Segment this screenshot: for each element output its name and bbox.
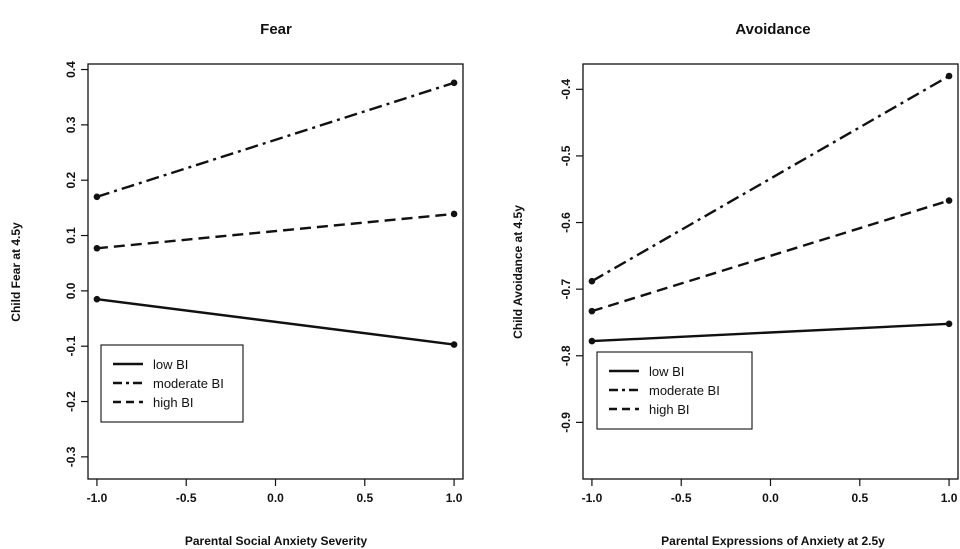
avoidance-y-axis-label: Child Avoidance at 4.5y [511, 205, 525, 339]
fear-x-tick-label: 0.0 [267, 491, 284, 505]
avoidance-y-ticks: -0.9 -0.8 -0.7 -0.6 -0.5 -0.4 [559, 79, 583, 433]
avoidance-x-axis-label: Parental Expressions of Anxiety at 2.5y [661, 534, 885, 548]
fear-legend-label-high-bi: high BI [153, 395, 193, 410]
fear-x-tick-label: 0.5 [356, 491, 373, 505]
avoidance-line-moderate-bi [591, 74, 950, 283]
avoidance-legend: low BI moderate BI high BI [596, 351, 753, 430]
fear-y-tick-label: 0.3 [64, 116, 78, 133]
avoidance-y-tick-label: -0.7 [559, 278, 573, 299]
avoidance-legend-label-moderate-bi: moderate BI [649, 383, 720, 398]
fear-legend-label-moderate-bi: moderate BI [153, 376, 224, 391]
avoidance-point-moderate-bi [945, 72, 953, 80]
avoidance-y-tick-label: -0.4 [559, 79, 573, 100]
avoidance-y-tick-label: -0.9 [559, 412, 573, 433]
avoidance-point-low-bi [945, 320, 953, 328]
fear-x-tick-label: -1.0 [87, 491, 108, 505]
fear-legend-box [100, 344, 244, 423]
avoidance-legend-label-high-bi: high BI [649, 402, 689, 417]
avoidance-point-low-bi [588, 337, 596, 345]
fear-y-tick-label: 0.4 [64, 61, 78, 78]
fear-point-low-bi [450, 341, 458, 348]
avoidance-chart-title: Avoidance [735, 21, 810, 38]
fear-point-moderate-bi [450, 79, 458, 87]
avoidance-legend-box [596, 351, 753, 430]
avoidance-y-tick-label: -0.8 [559, 345, 573, 366]
avoidance-point-high-bi [945, 197, 953, 204]
fear-y-tick-label: -0.1 [64, 336, 78, 357]
fear-legend-label-low-bi: low BI [153, 357, 188, 372]
avoidance-point-high-bi [588, 307, 596, 315]
fear-legend: low BI moderate BI high BI [100, 344, 244, 423]
avoidance-point-moderate-bi [588, 277, 596, 285]
avoidance-x-tick-label: 1.0 [941, 491, 958, 505]
avoidance-x-tick-label: -1.0 [582, 491, 603, 505]
fear-y-ticks: -0.3 -0.2 -0.1 0.0 0.1 0.2 0.3 0.4 [64, 61, 88, 467]
fear-y-tick-label: -0.3 [64, 446, 78, 467]
fear-point-moderate-bi [93, 193, 101, 201]
fear-line-low-bi [96, 297, 455, 346]
fear-x-axis-label: Parental Social Anxiety Severity [185, 534, 368, 548]
avoidance-x-tick-label: 0.5 [851, 491, 868, 505]
fear-x-tick-label: 1.0 [446, 491, 463, 505]
fear-x-tick-label: -0.5 [176, 491, 197, 505]
fear-y-tick-label: 0.0 [64, 282, 78, 299]
avoidance-x-tick-label: 0.0 [762, 491, 779, 505]
avoidance-chart-panel: Avoidance -1.0 -0.5 0.0 0.5 1.0 -0.9 -0.8 -0.7… [511, 21, 959, 548]
avoidance-y-tick-label: -0.6 [559, 212, 573, 233]
fear-line-high-bi [96, 212, 455, 250]
fear-chart-title: Fear [260, 21, 292, 38]
fear-point-high-bi [93, 244, 101, 252]
fear-y-tick-label: 0.2 [64, 172, 78, 189]
avoidance-legend-label-low-bi: low BI [649, 364, 684, 379]
fear-chart-panel: Fear -1.0 -0.5 0.0 0.5 1.0 -0.3 -0.2 -0.1 0.0 0.… [9, 21, 464, 548]
avoidance-x-tick-label: -0.5 [671, 491, 692, 505]
fear-point-high-bi [450, 210, 458, 218]
avoidance-series-group [588, 72, 953, 345]
avoidance-line-high-bi [591, 199, 950, 313]
avoidance-line-low-bi [591, 322, 950, 343]
fear-point-low-bi [93, 295, 101, 303]
fear-y-tick-label: 0.1 [64, 227, 78, 244]
fear-y-tick-label: -0.2 [64, 391, 78, 412]
fear-line-moderate-bi [96, 81, 455, 198]
avoidance-x-ticks: -1.0 -0.5 0.0 0.5 1.0 [582, 479, 958, 505]
fear-series-group [93, 79, 458, 348]
fear-x-ticks: -1.0 -0.5 0.0 0.5 1.0 [87, 479, 463, 505]
avoidance-y-tick-label: -0.5 [559, 145, 573, 166]
fear-y-axis-label: Child Fear at 4.5y [9, 222, 23, 322]
